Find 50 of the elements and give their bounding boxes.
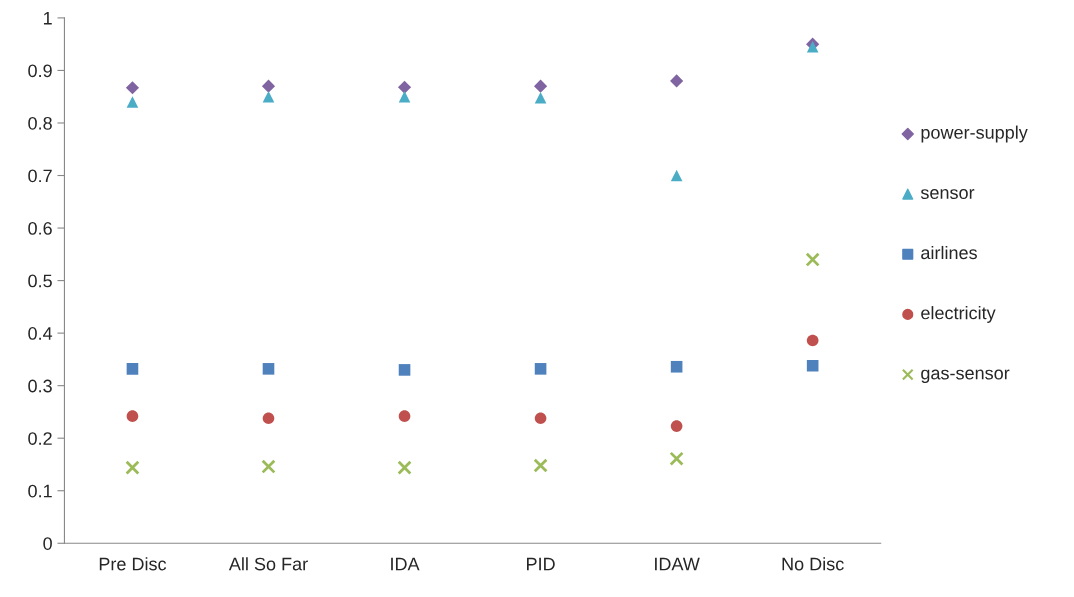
- x-tick-label: PID: [527, 557, 555, 571]
- point: [669, 451, 684, 466]
- point: [397, 460, 412, 475]
- point: [261, 79, 276, 93]
- y-tick-label: 1: [43, 12, 52, 25]
- point: [261, 459, 276, 474]
- point: [534, 412, 547, 425]
- point: [262, 90, 275, 103]
- point: [670, 169, 683, 182]
- point: [398, 90, 411, 103]
- legend-label: power-supply: [921, 125, 1028, 143]
- point: [262, 412, 275, 425]
- legend-label: gas-sensor: [921, 369, 1010, 384]
- point: [805, 252, 820, 267]
- point: [533, 458, 548, 473]
- point: [398, 410, 411, 422]
- y-tick-label: 0.1: [28, 484, 52, 498]
- point: [534, 91, 547, 104]
- point: [806, 359, 819, 372]
- x-tick-label: All So Far: [228, 557, 308, 571]
- y-tick-label: 0.8: [28, 116, 52, 130]
- point: [398, 364, 411, 376]
- y-tick-label: 0.5: [28, 274, 52, 288]
- point: [397, 80, 412, 94]
- point: [670, 360, 683, 373]
- point: [126, 410, 139, 422]
- point: [125, 81, 140, 95]
- point: [126, 96, 139, 108]
- y-tick-label: 0.6: [28, 221, 52, 235]
- y-tick-label: 0.7: [28, 169, 52, 183]
- y-tick-label: 0: [43, 537, 52, 550]
- x-tick-label: IDA: [391, 557, 420, 571]
- point: [670, 74, 684, 88]
- point: [262, 363, 275, 375]
- x-tick-label: IDAW: [655, 557, 700, 571]
- y-tick-label: 0.9: [28, 64, 52, 78]
- y-tick-label: 0.3: [28, 379, 52, 393]
- point: [533, 79, 548, 93]
- legend-label: sensor: [920, 189, 975, 199]
- point: [125, 460, 140, 475]
- legend-label: airlines: [921, 245, 977, 260]
- point: [670, 420, 683, 432]
- x-tick-label: Pre Disc: [99, 557, 167, 571]
- point: [806, 334, 819, 347]
- y-tick-label: 0.2: [28, 432, 52, 445]
- y-tick-label: 0.4: [28, 327, 53, 340]
- point: [534, 363, 547, 375]
- x-tick-label: No Disc: [782, 557, 844, 571]
- point: [126, 363, 139, 375]
- legend-label: electricity: [921, 306, 996, 323]
